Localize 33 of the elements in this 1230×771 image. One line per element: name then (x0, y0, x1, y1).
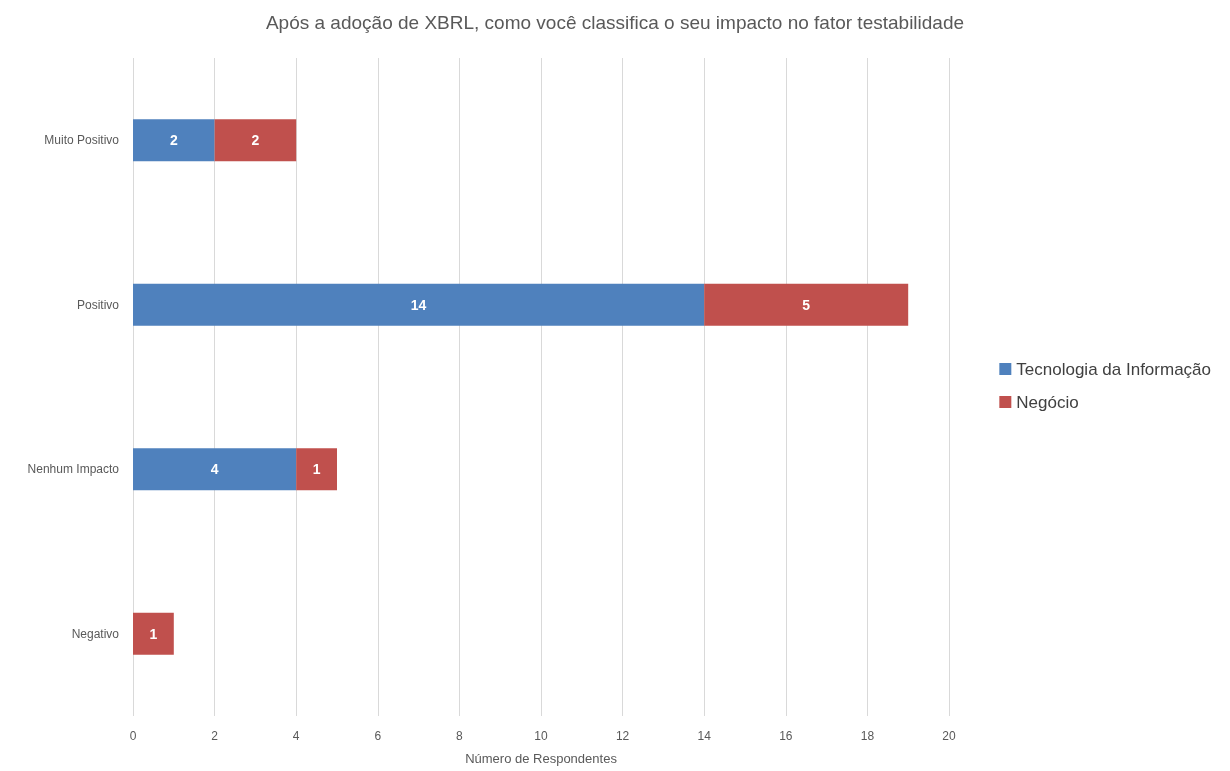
legend-label: Negócio (1016, 392, 1079, 412)
bar (133, 283, 705, 326)
x-tick-label: 18 (860, 729, 875, 743)
bar (133, 119, 215, 162)
legend-label: Tecnologia da Informação (1016, 359, 1212, 379)
x-tick-label: 0 (129, 729, 137, 743)
data-label: 5 (802, 296, 811, 313)
x-tick-label: 4 (292, 729, 300, 743)
y-tick-label: Nenhum Impacto (27, 462, 120, 477)
bar (296, 448, 337, 491)
x-tick-label: 6 (374, 729, 382, 743)
x-tick-label: 20 (942, 729, 956, 743)
x-tick-label: 10 (534, 729, 548, 743)
bar (133, 448, 297, 491)
y-tick-label: Positivo (76, 297, 120, 312)
x-axis-title: Número de Respondentes (465, 751, 618, 766)
data-label: 14 (410, 296, 427, 313)
x-tick-label: 8 (456, 729, 464, 743)
data-label: 1 (312, 461, 321, 478)
data-label: 1 (149, 625, 158, 642)
bar (704, 283, 909, 326)
x-tick-label: 2 (211, 729, 219, 743)
data-label: 2 (251, 132, 260, 149)
x-tick-label: 14 (697, 729, 712, 743)
y-tick-label: Muito Positivo (44, 133, 120, 148)
data-label: 4 (210, 461, 219, 478)
x-tick-label: 12 (615, 729, 630, 743)
data-label: 2 (169, 132, 178, 149)
x-tick-label: 16 (779, 729, 793, 743)
bar (133, 612, 174, 655)
chart-title: Após a adoção de XBRL, como você classifica o seu impacto no fator testabilidade (265, 12, 965, 33)
y-tick-label: Negativo (71, 626, 120, 641)
bar (214, 119, 297, 162)
